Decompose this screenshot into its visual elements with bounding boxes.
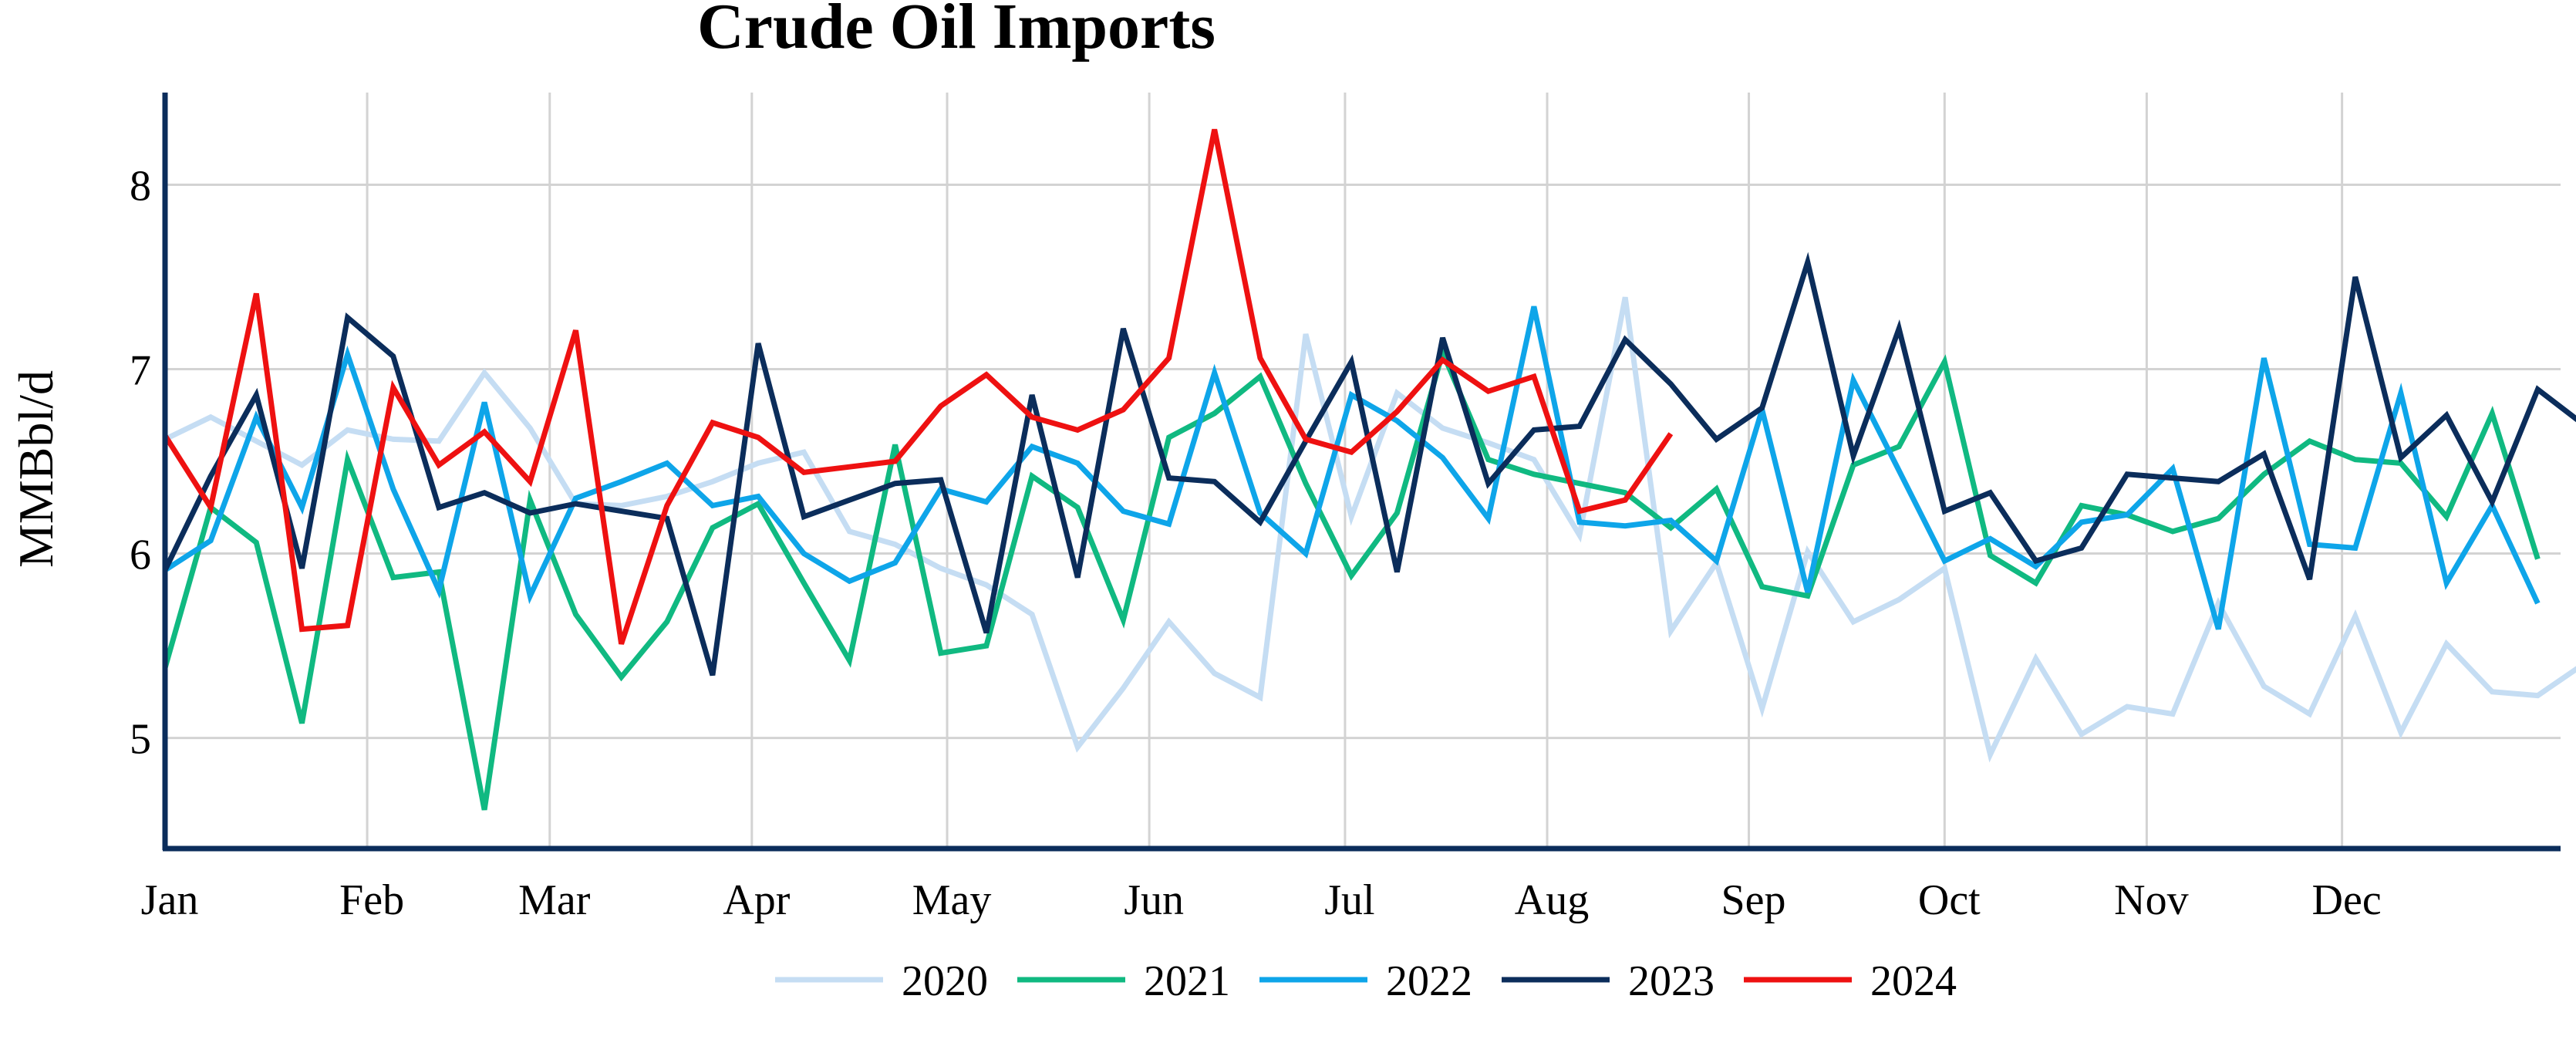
x-tick-label-sep: Sep — [1721, 876, 1786, 924]
legend-label: 2022 — [1386, 957, 1472, 1005]
x-tick-label-nov: Nov — [2114, 876, 2188, 924]
legend-item-2023[interactable]: 2023 — [1502, 957, 1715, 1005]
legend-label: 2024 — [1870, 957, 1957, 1005]
tick-labels: 5 6 7 8 Jan Feb Mar Apr May Jun Jul Aug Sep Oct Nov Dec — [130, 163, 2382, 924]
x-tick-label-apr: Apr — [723, 876, 790, 924]
x-tick-label-may: May — [912, 876, 992, 924]
y-tick-label: 7 — [130, 347, 151, 395]
y-tick-label: 8 — [130, 163, 151, 211]
x-tick-label-aug: Aug — [1515, 876, 1589, 924]
y-tick-label: 6 — [130, 532, 151, 579]
series-line-2020 — [164, 296, 2576, 763]
x-tick-label-oct: Oct — [1918, 876, 1981, 924]
x-tick-label-jan: Jan — [141, 876, 199, 924]
x-tick-label-jun: Jun — [1124, 876, 1184, 924]
legend-item-2020[interactable]: 2020 — [775, 957, 988, 1005]
x-tick-label-dec: Dec — [2312, 876, 2382, 924]
legend: 2020 2021 2022 2023 2024 — [775, 957, 1957, 1005]
legend-label: 2021 — [1144, 957, 1230, 1005]
legend-label: 2020 — [902, 957, 988, 1005]
chart-title: Crude Oil Imports — [697, 0, 1216, 62]
legend-label: 2023 — [1628, 957, 1715, 1005]
x-tick-label-feb: Feb — [339, 876, 404, 924]
axis-layer — [162, 93, 2561, 852]
series-line-2024 — [163, 129, 1674, 645]
legend-item-2024[interactable]: 2024 — [1744, 957, 1957, 1005]
series-line-2023 — [162, 251, 2576, 677]
y-axis-label: MMBbl/d — [8, 370, 63, 568]
y-tick-label: 5 — [130, 716, 151, 764]
grid-layer — [165, 93, 2561, 849]
legend-item-2022[interactable]: 2022 — [1259, 957, 1472, 1005]
x-tick-label-mar: Mar — [518, 876, 591, 924]
series-layer — [162, 129, 2576, 811]
series-line-2021 — [162, 344, 2541, 811]
x-tick-label-jul: Jul — [1324, 876, 1374, 924]
series-line-2022 — [164, 305, 2541, 630]
legend-item-2021[interactable]: 2021 — [1017, 957, 1230, 1005]
